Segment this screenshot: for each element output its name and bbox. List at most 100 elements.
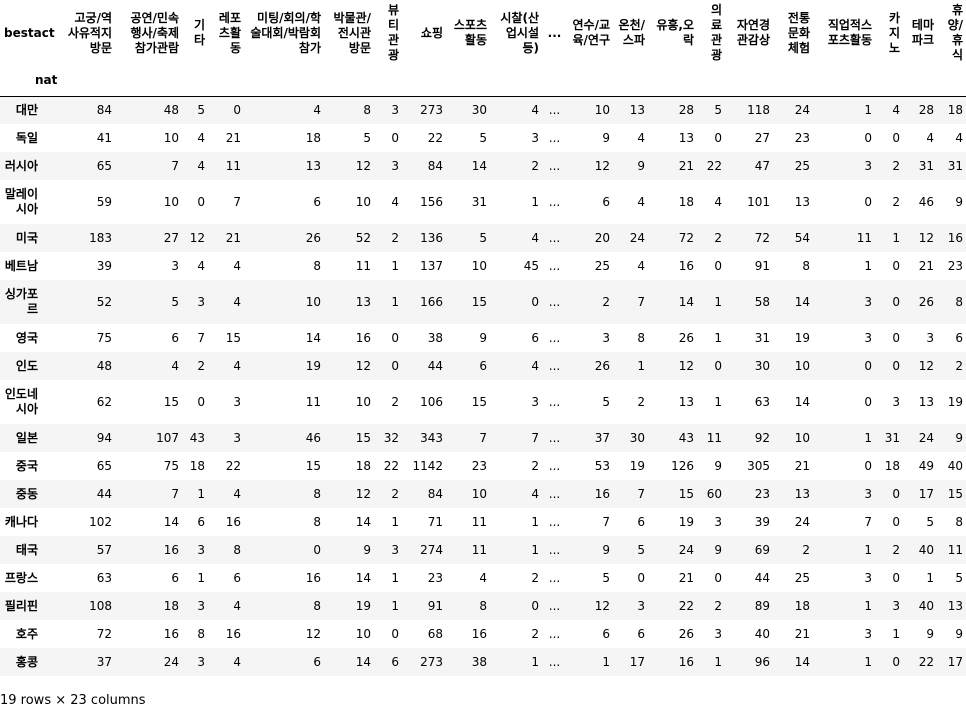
table-cell: 21 (794, 459, 810, 473)
column-header-row: bestact 고궁/역사유적지방문 공연/민속행사/축제참가관람 기타 레포츠활동 미… (0, 0, 966, 66)
table-cell: 13 (355, 295, 371, 309)
table-cell: 44 (427, 359, 443, 373)
table-cell: 7 (637, 487, 645, 501)
table-cell: 0 (391, 359, 399, 373)
column-header: 스포츠활동 (453, 18, 487, 47)
table-cell: ... (548, 103, 561, 118)
table-cell: 13 (629, 103, 645, 118)
table-cell: 7 (479, 431, 487, 445)
table-cell: 9 (714, 459, 722, 473)
table-cell: 0 (714, 131, 722, 145)
table-cell: 4 (233, 295, 241, 309)
table-cell: 6 (197, 515, 205, 529)
table-cell: 3 (197, 543, 205, 557)
table-cell: 11 (355, 259, 371, 273)
table-cell: 4 (233, 359, 241, 373)
table-cell: 9 (602, 543, 610, 557)
table-cell: 273 (420, 103, 443, 118)
table-cell: 84 (427, 487, 443, 501)
table-cell: 3 (864, 571, 872, 585)
table-cell: 22 (225, 459, 241, 473)
table-cell: 14 (305, 331, 321, 345)
table-cell: 15 (355, 431, 371, 445)
table-cell: 63 (754, 395, 770, 409)
table-cell: ... (548, 515, 561, 529)
table-cell: 3 (197, 655, 205, 669)
table-cell: 10 (355, 395, 371, 409)
table-cell: 31 (947, 159, 963, 173)
table-cell: 9 (602, 131, 610, 145)
table-cell: 3 (864, 487, 872, 501)
table-cell: 13 (794, 195, 810, 209)
table-cell: 22 (918, 655, 934, 669)
table-cell: 156 (420, 195, 443, 209)
table-cell: 8 (802, 259, 810, 273)
table-cell: 19 (678, 515, 694, 529)
table-cell: 2 (892, 159, 900, 173)
table-cell: 19 (355, 599, 371, 613)
table-row: 중국 65 75 18 22 15 18 22 1142 23 2... 53 19 126 9 305 21 0… (0, 452, 966, 480)
table-cell: 0 (197, 395, 205, 409)
table-cell: 15 (471, 295, 487, 309)
table-cell: 4 (714, 195, 722, 209)
table-cell: 5 (479, 231, 487, 245)
table-cell: 5 (602, 571, 610, 585)
table-cell: 17 (947, 655, 963, 669)
column-header: 쇼핑 (420, 25, 443, 40)
table-cell: 25 (794, 571, 810, 585)
table-cell: 40 (918, 599, 934, 613)
table-cell: 39 (754, 515, 770, 529)
table-cell: 3 (531, 131, 539, 145)
table-cell: 6 (637, 627, 645, 641)
table-cell: 53 (594, 459, 610, 473)
table-cell: 0 (892, 571, 900, 585)
table-cell: 13 (305, 159, 321, 173)
table-cell: 11 (225, 159, 241, 173)
row-label: 독일 (15, 130, 38, 145)
table-cell: 57 (96, 543, 112, 557)
column-header: 뷰티관광 (387, 3, 399, 62)
table-cell: 4 (637, 259, 645, 273)
table-cell: 22 (383, 459, 399, 473)
table-row: 프랑스 63 6 1 6 16 14 1 23 4 2... 5 0 21 0 44 25 3 0 1 5 (0, 564, 966, 592)
table-row: 러시아 65 7 4 11 13 12 3 84 14 2... 12 9 21 22 47 25 3 2 31 31 (0, 152, 966, 180)
table-cell: 2 (955, 359, 963, 373)
table-cell: 18 (884, 459, 900, 473)
table-cell: 6 (955, 331, 963, 345)
table-cell: 69 (754, 543, 770, 557)
table-cell: 23 (427, 571, 443, 585)
table-cell: 14 (163, 515, 179, 529)
column-header: 박물관/전시관방문 (333, 10, 371, 55)
table-cell: 2 (802, 543, 810, 557)
table-cell: 48 (96, 359, 112, 373)
table-cell: 2 (531, 159, 539, 173)
table-cell: 46 (918, 195, 934, 209)
table-cell: 0 (864, 459, 872, 473)
table-cell: 0 (391, 131, 399, 145)
table-cell: 3 (391, 159, 399, 173)
column-header: 레포츠활동 (218, 10, 241, 55)
table-cell: 10 (355, 627, 371, 641)
table-cell: 1 (714, 395, 722, 409)
table-cell: 72 (96, 627, 112, 641)
table-cell: 18 (305, 131, 321, 145)
column-header: ... (547, 25, 562, 40)
table-cell: 12 (594, 599, 610, 613)
table-cell: 0 (714, 571, 722, 585)
table-cell: 23 (471, 459, 487, 473)
table-row: 미국 183 27 12 21 26 52 2 136 5 4... 20 24 72 2 72 54 11 1 12… (0, 224, 966, 252)
table-cell: 5 (479, 131, 487, 145)
table-cell: 1 (864, 599, 872, 613)
table-cell: 17 (918, 487, 934, 501)
table-cell: 40 (754, 627, 770, 641)
table-cell: 25 (594, 259, 610, 273)
table-cell: 4 (926, 131, 934, 145)
table-cell: 3 (171, 259, 179, 273)
table-cell: ... (548, 395, 561, 409)
table-cell: 37 (96, 655, 112, 669)
table-cell: 1 (714, 655, 722, 669)
table-cell: 1 (531, 515, 539, 529)
table-cell: 44 (754, 571, 770, 585)
table-cell: 4 (233, 655, 241, 669)
table-cell: 10 (163, 131, 179, 145)
